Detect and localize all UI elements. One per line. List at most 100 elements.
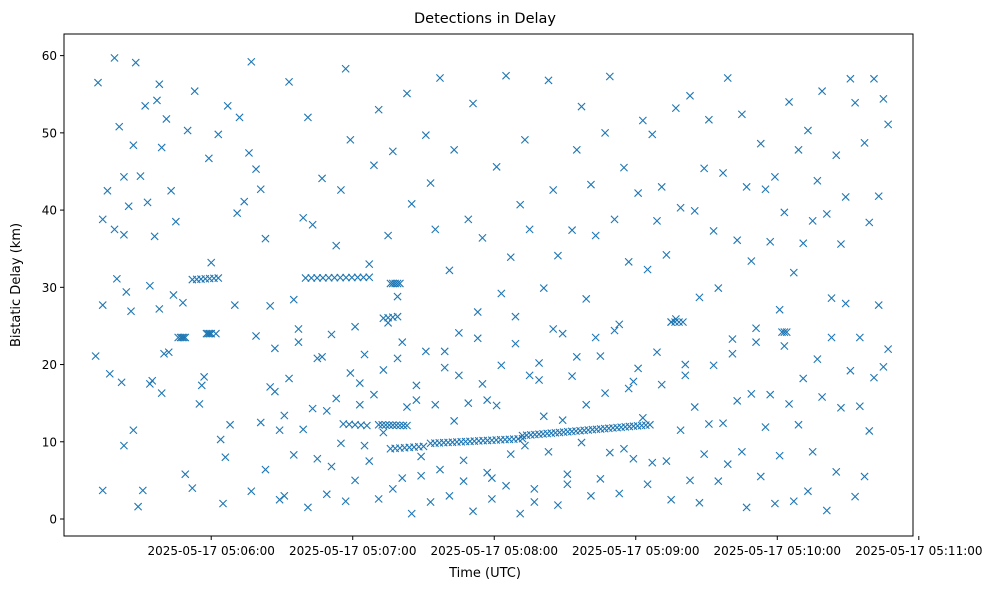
- data-point: [384, 231, 393, 240]
- data-point: [98, 486, 107, 495]
- data-point: [464, 399, 473, 408]
- data-point: [392, 421, 401, 430]
- data-point: [431, 225, 440, 234]
- data-point: [789, 268, 798, 277]
- x-axis: 2025-05-17 05:06:00 2025-05-17 05:07:00 20…: [147, 536, 983, 558]
- data-point: [398, 338, 407, 347]
- data-point: [610, 326, 619, 335]
- data-point: [695, 293, 704, 302]
- x-tick-label: 2025-05-17 05:11:00: [855, 544, 982, 558]
- data-point: [336, 439, 345, 448]
- data-point: [841, 192, 850, 201]
- data-point: [445, 491, 454, 500]
- data-point: [313, 454, 322, 463]
- data-point: [619, 444, 628, 453]
- data-point: [723, 74, 732, 83]
- data-point: [511, 312, 520, 321]
- data-point: [657, 380, 666, 389]
- data-point: [568, 372, 577, 381]
- data-point: [737, 110, 746, 119]
- data-point: [324, 273, 333, 282]
- data-point: [119, 441, 128, 450]
- data-point: [624, 257, 633, 266]
- data-point: [780, 208, 789, 217]
- data-point: [742, 182, 751, 191]
- data-point: [530, 484, 539, 493]
- data-point: [782, 328, 791, 337]
- data-point: [747, 257, 756, 266]
- data-point: [112, 274, 121, 283]
- data-point: [643, 265, 652, 274]
- data-point: [294, 338, 303, 347]
- data-point: [426, 498, 435, 507]
- data-point: [188, 484, 197, 493]
- data-point: [110, 225, 119, 234]
- data-point: [299, 425, 308, 434]
- data-point: [535, 376, 544, 384]
- data-point: [478, 379, 487, 388]
- data-point: [294, 325, 303, 334]
- data-point: [752, 338, 761, 347]
- data-point: [591, 231, 600, 240]
- data-point: [454, 371, 463, 380]
- data-point: [266, 382, 275, 391]
- data-point: [516, 509, 525, 518]
- data-point: [134, 502, 143, 511]
- data-point: [789, 497, 798, 506]
- data-point: [395, 279, 404, 288]
- data-point: [586, 491, 595, 500]
- data-point: [327, 330, 336, 339]
- data-point: [155, 80, 164, 89]
- data-point: [808, 447, 817, 456]
- data-point: [219, 499, 227, 508]
- data-point: [799, 374, 808, 383]
- data-point: [381, 420, 390, 429]
- data-point: [353, 273, 362, 282]
- data-point: [520, 135, 529, 144]
- y-tick-label: 10: [42, 435, 57, 449]
- data-point: [865, 426, 874, 435]
- data-point: [355, 379, 364, 388]
- data-point: [563, 480, 572, 489]
- data-point: [869, 373, 878, 382]
- data-point: [822, 506, 831, 515]
- data-point: [299, 213, 308, 222]
- data-point: [332, 394, 341, 403]
- data-point: [742, 503, 751, 512]
- x-tick-label: 2025-05-17 05:06:00: [147, 544, 274, 558]
- data-point: [378, 420, 387, 429]
- data-point: [709, 361, 718, 370]
- data-point: [301, 274, 310, 283]
- data-point: [431, 400, 440, 409]
- plot-area: [63, 33, 914, 537]
- data-point: [836, 403, 845, 412]
- data-point: [582, 400, 591, 409]
- data-point: [204, 154, 213, 163]
- data-point: [336, 186, 345, 194]
- data-point: [681, 360, 690, 369]
- data-point: [775, 305, 784, 314]
- data-point: [874, 192, 883, 201]
- data-point: [704, 115, 713, 124]
- data-point: [719, 419, 728, 428]
- data-point: [365, 273, 374, 282]
- data-point: [162, 114, 171, 123]
- data-point: [393, 292, 402, 301]
- data-point: [155, 304, 164, 313]
- data-point: [775, 451, 784, 460]
- data-point: [190, 87, 199, 96]
- data-point: [313, 354, 322, 363]
- data-point: [709, 226, 718, 235]
- data-point: [247, 487, 256, 496]
- data-point: [629, 377, 638, 386]
- data-point: [318, 352, 327, 361]
- data-point: [643, 480, 652, 489]
- data-point: [671, 318, 680, 327]
- data-point: [200, 372, 209, 381]
- data-point: [247, 57, 256, 66]
- data-point: [398, 474, 407, 483]
- data-point: [667, 318, 676, 327]
- data-point: [402, 403, 411, 412]
- data-point: [419, 442, 428, 451]
- data-point: [714, 284, 723, 293]
